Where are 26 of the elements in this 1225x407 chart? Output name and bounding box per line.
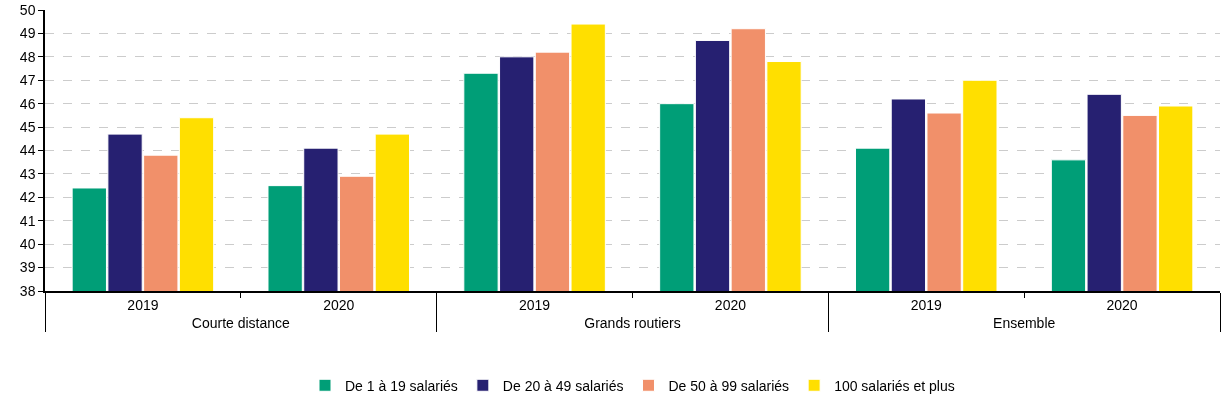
legend-label: De 20 à 49 salariés [502,377,624,394]
y-tick-label: 45 [19,118,36,135]
text: Grands routiers [584,314,681,331]
y-tick-label: 42 [19,189,36,206]
text: Courte distance [191,314,291,331]
y-tick-label: 46 [19,95,36,112]
x-tick-label: 2020 [714,296,747,313]
legend-label: De 50 à 99 salariés [668,377,790,394]
legend-label: 100 salariés et plus [834,377,955,394]
x-tick-label: 2019 [910,296,943,313]
y-tick-label: 49 [19,25,36,42]
y-tick-label: 50 [19,1,36,18]
x-tick-label: 2020 [1106,296,1138,313]
x-tick-label: 2020 [323,296,355,313]
x-tick-label: 2019 [519,296,551,313]
y-tick-label: 48 [19,48,36,65]
y-tick-label: 44 [19,142,36,159]
y-tick-label: 40 [19,236,36,253]
y-tick-label: 39 [19,259,36,276]
y-tick-label: 47 [19,72,36,89]
y-tick-label: 41 [19,212,36,229]
text: Ensemble [993,314,1056,331]
legend-label: De 1 à 19 salariés [345,377,458,394]
x-tick-label: 2019 [127,296,159,313]
y-tick-label: 43 [19,165,36,182]
y-tick-label: 38 [19,282,36,299]
